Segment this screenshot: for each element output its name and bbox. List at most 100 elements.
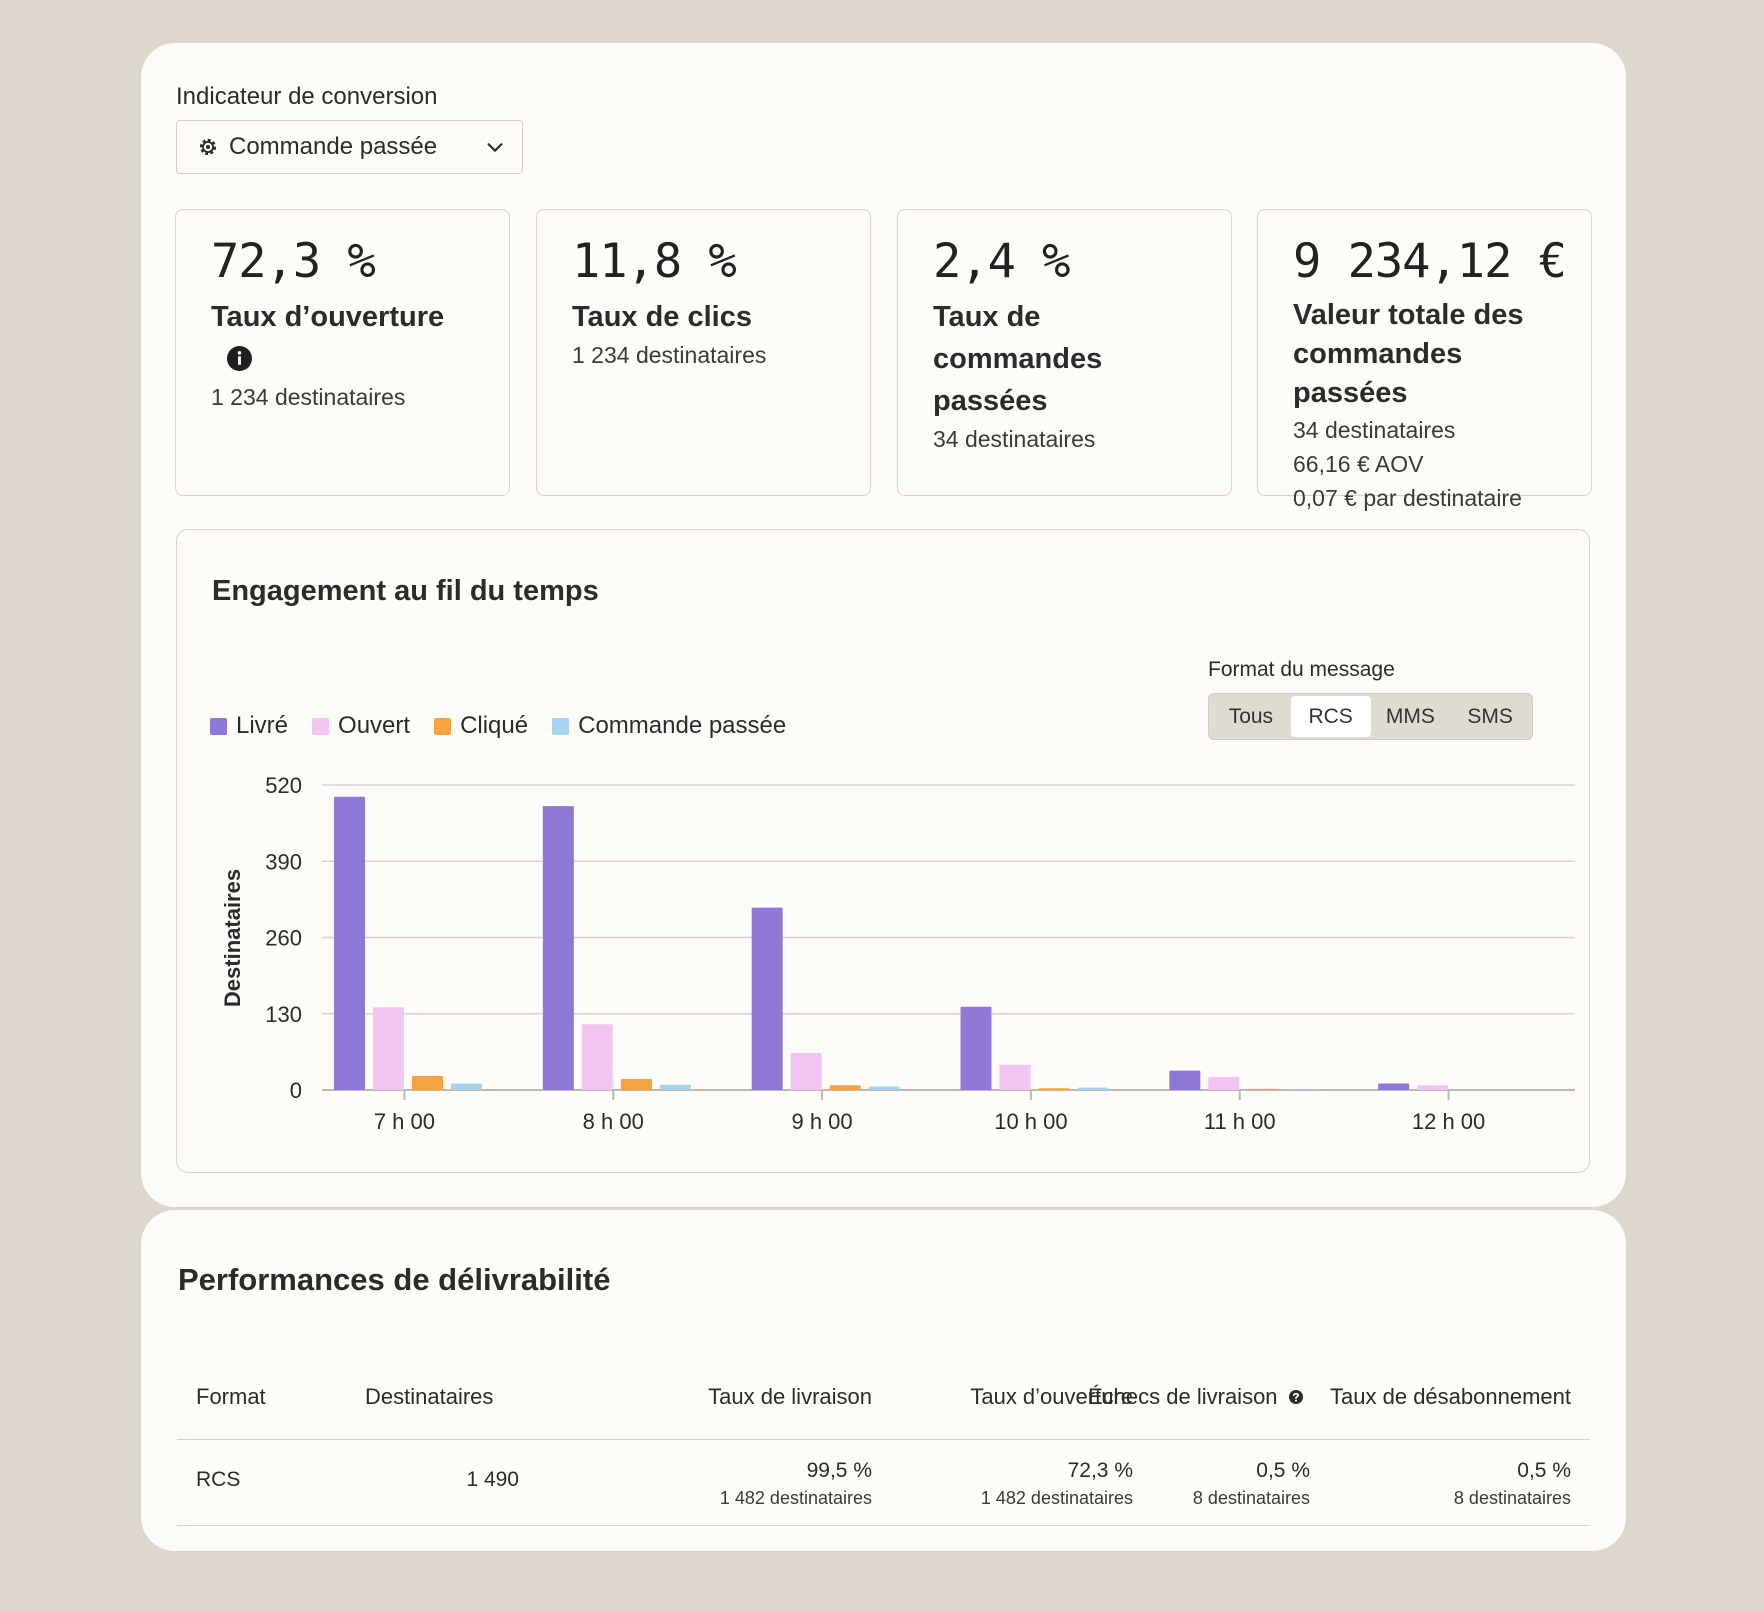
- bar: [334, 796, 365, 1090]
- bar: [412, 1075, 443, 1090]
- deliverability-table: Format Destinataires Taux de livraison T…: [177, 1350, 1590, 1526]
- metric-card-open-rate: 72,3 % Taux d’ouverture 1 234 destinatai…: [175, 209, 510, 496]
- metric-card-click-rate: 11,8 % Taux de clics 1 234 destinataires: [536, 209, 871, 496]
- metric-recipients: 34 destinataires: [933, 426, 1096, 452]
- metric-value: 2,4 %: [933, 234, 1070, 289]
- legend-item-clicked: Cliqué: [434, 712, 528, 740]
- metric-title: Taux de commandes passées: [933, 296, 1196, 422]
- conversion-card: Indicateur de conversion Commande passée…: [141, 43, 1626, 1207]
- cell-sub: 8 destinataires: [1453, 1488, 1571, 1508]
- metric-title-line: Valeur totale des: [1293, 299, 1524, 331]
- legend-label: Commande passée: [578, 712, 787, 739]
- x-tick-label: 12 h 00: [1412, 1109, 1485, 1134]
- cell-value: 72,3 %: [1067, 1459, 1133, 1482]
- cell-value: 0,5 %: [1256, 1459, 1310, 1482]
- legend-item-opened: Ouvert: [312, 712, 410, 740]
- x-tick-label: 8 h 00: [583, 1109, 644, 1134]
- deliverability-title: Performances de délivrabilité: [178, 1262, 611, 1297]
- bar: [960, 1006, 992, 1090]
- metric-per-recipient: 0,07 € par destinataire: [1293, 485, 1522, 511]
- y-axis-label: Destinataires: [220, 869, 245, 1007]
- message-format-toggle[interactable]: Tous RCS MMS SMS: [1208, 693, 1533, 740]
- chevron-down-icon: [487, 143, 503, 152]
- metric-recipients: 1 234 destinataires: [211, 384, 406, 410]
- bar: [1038, 1088, 1070, 1090]
- col-header-delivery-rate: Taux de livraison: [708, 1384, 872, 1409]
- bar: [1077, 1087, 1109, 1090]
- metric-value: 72,3 %: [211, 234, 376, 289]
- legend-item-delivered: Livré: [210, 712, 288, 740]
- cell-sub: 1 482 destinataires: [980, 1488, 1133, 1508]
- x-tick-label: 7 h 00: [374, 1109, 435, 1134]
- engagement-bar-chart: 0 130 260 390 520 Destinataires 7 h 00 8 h 00 9 …: [220, 773, 1575, 1134]
- x-tick-label: 10 h 00: [994, 1109, 1067, 1134]
- format-option-all[interactable]: Tous: [1228, 704, 1274, 728]
- bar: [1247, 1088, 1279, 1090]
- bar: [1286, 1089, 1318, 1090]
- cell-recipients: 1 490: [466, 1468, 519, 1491]
- metric-title: Valeur totale des commandes passées: [1293, 296, 1556, 413]
- bar: [1169, 1070, 1201, 1090]
- cell-sub: 8 destinataires: [1192, 1488, 1310, 1508]
- bar: [581, 1024, 613, 1090]
- engagement-panel: Engagement au fil du temps Livré Ouvert …: [176, 529, 1590, 1173]
- conversion-dropdown-value: Commande passée: [229, 133, 438, 160]
- bar: [620, 1078, 652, 1090]
- bar: [1417, 1085, 1449, 1090]
- col-header-delivery-failures: Échecs de livraison: [1088, 1384, 1304, 1410]
- info-icon[interactable]: [227, 346, 252, 371]
- y-tick-label: 520: [265, 773, 302, 798]
- metric-title-text: Taux d’ouverture: [211, 301, 445, 333]
- legend-swatch: [552, 717, 570, 735]
- message-format-label: Format du message: [1208, 658, 1395, 681]
- y-tick-label: 390: [265, 849, 302, 874]
- table-header: Format Destinataires Taux de livraison T…: [177, 1350, 1590, 1440]
- metric-aov: 66,16 € AOV: [1293, 451, 1424, 477]
- conversion-indicator-label: Indicateur de conversion: [176, 83, 438, 110]
- legend-swatch: [434, 717, 452, 735]
- cell-value: 0,5 %: [1517, 1459, 1571, 1482]
- metric-recipients: 34 destinataires: [1293, 417, 1456, 443]
- col-header-open-rate: Taux d’ouverture: [970, 1384, 1133, 1409]
- chart-legend: Livré Ouvert Cliqué Commande passée: [210, 712, 810, 740]
- bar: [868, 1086, 900, 1090]
- bar: [829, 1085, 861, 1090]
- legend-swatch: [210, 717, 227, 735]
- x-tick-label: 11 h 00: [1204, 1109, 1276, 1134]
- metric-title: Taux de clics: [572, 301, 752, 333]
- bar: [1208, 1077, 1240, 1090]
- bar: [999, 1064, 1031, 1090]
- metric-card-order-value: 9 234,12 € Valeur totale des commandes p…: [1257, 209, 1592, 511]
- cell-delivery-rate: 99,5 % 1 482 destinataires: [720, 1457, 872, 1511]
- conversion-dropdown[interactable]: Commande passée: [176, 120, 523, 174]
- cell-open-rate: 72,3 % 1 482 destinataires: [981, 1457, 1133, 1511]
- bar: [373, 1007, 404, 1090]
- format-option-mms[interactable]: MMS: [1385, 704, 1435, 728]
- deliverability-card: Performances de délivrabilité Format Des…: [141, 1210, 1626, 1551]
- metric-value: 9 234,12 €: [1293, 234, 1567, 289]
- metric-title-line: Taux de commandes: [933, 301, 1103, 375]
- cell-format: RCS: [196, 1468, 241, 1491]
- col-header-unsubscribe-rate: Taux de désabonnement: [1330, 1384, 1571, 1409]
- legend-label: Ouvert: [338, 712, 411, 739]
- cell-sub: 1 482 destinataires: [719, 1488, 872, 1508]
- legend-item-order-placed: Commande passée: [552, 712, 786, 740]
- y-tick-label: 260: [265, 926, 302, 951]
- metric-recipients: 1 234 destinataires: [572, 342, 767, 368]
- bar: [751, 907, 783, 1090]
- col-header-recipients: Destinataires: [365, 1384, 494, 1409]
- metric-title-line: commandes passées: [1293, 338, 1463, 409]
- x-tick-label: 9 h 00: [791, 1109, 852, 1134]
- bar: [1378, 1083, 1410, 1090]
- engagement-title: Engagement au fil du temps: [212, 575, 599, 607]
- legend-label: Cliqué: [460, 712, 529, 739]
- metric-value: 11,8 %: [572, 234, 737, 289]
- legend-label: Livré: [236, 712, 289, 739]
- cell-unsubscribe-rate: 0,5 % 8 destinataires: [1454, 1457, 1571, 1511]
- help-icon[interactable]: [1288, 1389, 1304, 1405]
- gear-icon: [199, 138, 217, 156]
- format-option-rcs[interactable]: RCS: [1290, 696, 1371, 737]
- bar: [790, 1053, 822, 1090]
- cell-value: 99,5 %: [806, 1459, 872, 1482]
- format-option-sms[interactable]: SMS: [1467, 704, 1513, 728]
